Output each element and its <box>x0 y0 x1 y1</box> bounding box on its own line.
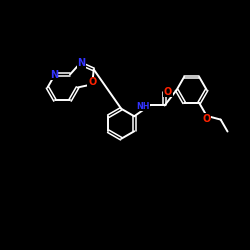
Text: O: O <box>202 114 211 124</box>
Text: O: O <box>88 78 96 88</box>
Text: N: N <box>77 58 85 68</box>
Text: N: N <box>50 70 58 80</box>
Text: NH: NH <box>136 102 150 111</box>
Text: O: O <box>164 87 172 97</box>
